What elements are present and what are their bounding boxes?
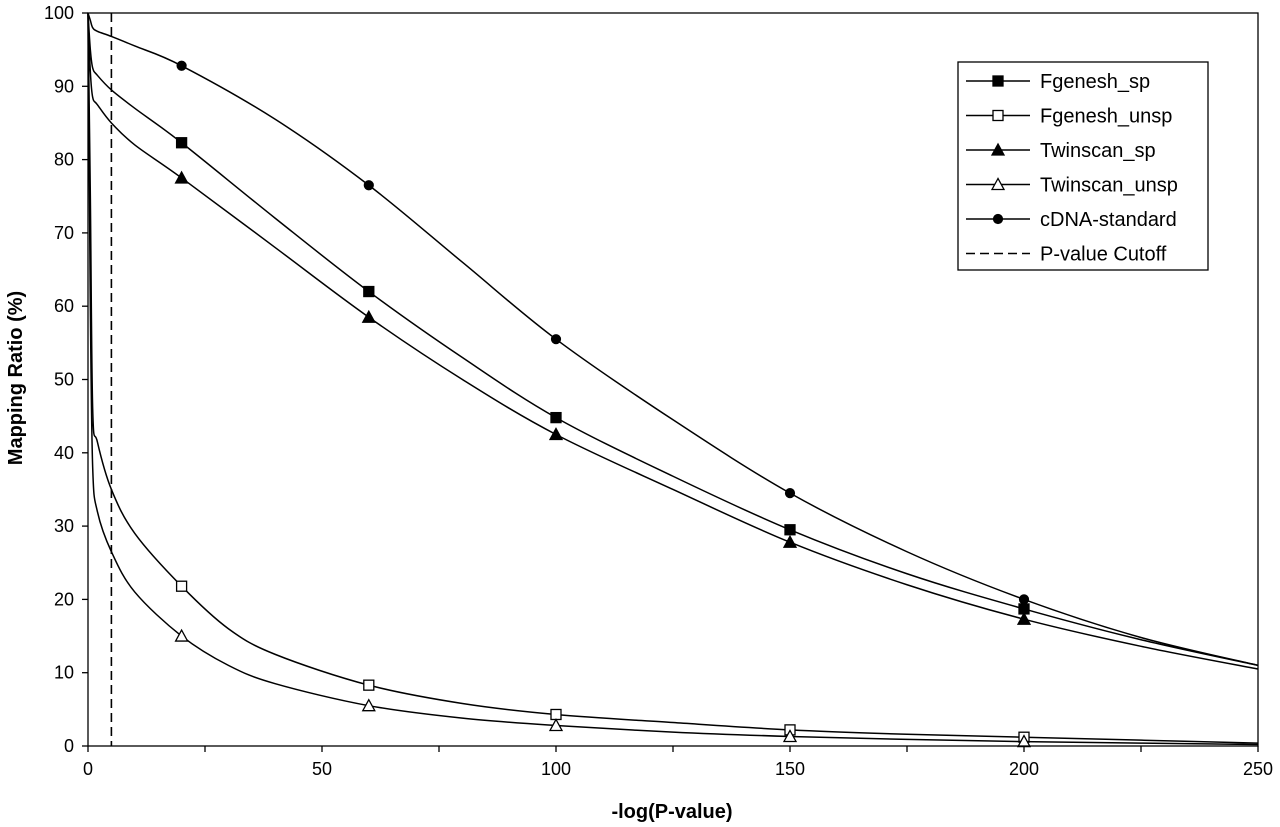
series-line-cDNA-standard bbox=[87, 12, 1259, 667]
data-point-Fgenesh_unsp bbox=[175, 580, 188, 592]
legend-marker bbox=[992, 75, 1004, 87]
data-point-Fgenesh_sp bbox=[363, 285, 375, 298]
legend-label: Twinscan_sp bbox=[1040, 140, 1156, 162]
legend-marker bbox=[990, 142, 1006, 156]
legend-box bbox=[957, 61, 1209, 271]
x-tick-label: 0 bbox=[83, 759, 93, 779]
y-tick-label: 10 bbox=[54, 663, 74, 683]
legend-marker bbox=[990, 177, 1006, 191]
legend-label: P-value Cutoff bbox=[1040, 244, 1167, 266]
y-tick-label: 30 bbox=[54, 516, 74, 536]
legend: Fgenesh_sp Fgenesh_unsp Twinscan_sp Twinsca… bbox=[957, 61, 1209, 271]
data-point-Twinscan_sp bbox=[548, 427, 564, 441]
x-tick-label: 100 bbox=[541, 759, 571, 779]
data-point-cDNA-standard bbox=[1018, 594, 1030, 605]
legend-label: Fgenesh_sp bbox=[1040, 71, 1150, 93]
data-point-cDNA-standard bbox=[176, 60, 187, 71]
y-tick-label: 20 bbox=[54, 589, 74, 609]
x-tick-label: 50 bbox=[312, 759, 332, 779]
data-point-cDNA-standard bbox=[363, 180, 374, 191]
data-point-Twinscan_sp bbox=[782, 534, 798, 548]
x-tick-label: 200 bbox=[1009, 759, 1039, 779]
y-tick-label: 50 bbox=[54, 370, 74, 390]
data-point-Twinscan_sp bbox=[174, 170, 189, 184]
data-point-Twinscan_sp bbox=[1016, 611, 1032, 625]
y-tick-label: 0 bbox=[64, 736, 74, 756]
legend-label: cDNA-standard bbox=[1040, 209, 1177, 231]
data-point-Twinscan_unsp bbox=[548, 718, 564, 732]
data-point-Twinscan_unsp bbox=[782, 729, 798, 743]
series-line-Twinscan_unsp bbox=[87, 12, 1259, 746]
series-line-Fgenesh_unsp bbox=[87, 12, 1259, 744]
y-tick-label: 60 bbox=[54, 296, 74, 316]
legend-label: Twinscan_unsp bbox=[1040, 175, 1178, 197]
legend-label: Fgenesh_unsp bbox=[1040, 106, 1172, 128]
x-tick-label: 250 bbox=[1243, 759, 1273, 779]
data-point-Twinscan_sp bbox=[361, 309, 376, 323]
data-point-Fgenesh_unsp bbox=[363, 679, 375, 691]
x-axis-title: -log(P-value) bbox=[611, 801, 732, 823]
axes: 0 10 20 30 40 50 60 70 80 90 100 0 50 100 150 200 250 bbox=[44, 3, 1273, 779]
legend-marker bbox=[992, 213, 1004, 225]
y-axis-title: Mapping Ratio (%) bbox=[5, 291, 27, 465]
y-tick-label: 40 bbox=[54, 443, 74, 463]
x-tick-label: 150 bbox=[775, 759, 805, 779]
series-line-Fgenesh_sp bbox=[87, 12, 1259, 667]
data-point-cDNA-standard bbox=[550, 334, 562, 345]
data-point-cDNA-standard bbox=[784, 488, 796, 499]
series-line-Twinscan_sp bbox=[87, 12, 1259, 670]
legend-marker bbox=[992, 109, 1004, 122]
data-point-Fgenesh_sp bbox=[175, 137, 188, 149]
data-point-Fgenesh_sp bbox=[550, 411, 562, 424]
y-tick-label: 90 bbox=[54, 76, 74, 96]
y-tick-label: 70 bbox=[54, 223, 74, 243]
data-point-Fgenesh_unsp bbox=[550, 708, 562, 721]
data-point-Twinscan_unsp bbox=[361, 698, 376, 712]
data-point-Fgenesh_sp bbox=[784, 524, 796, 536]
data-point-Twinscan_unsp bbox=[174, 628, 189, 642]
y-tick-label: 80 bbox=[54, 150, 74, 170]
plot-area bbox=[87, 12, 1259, 748]
y-tick-label: 100 bbox=[44, 3, 74, 23]
